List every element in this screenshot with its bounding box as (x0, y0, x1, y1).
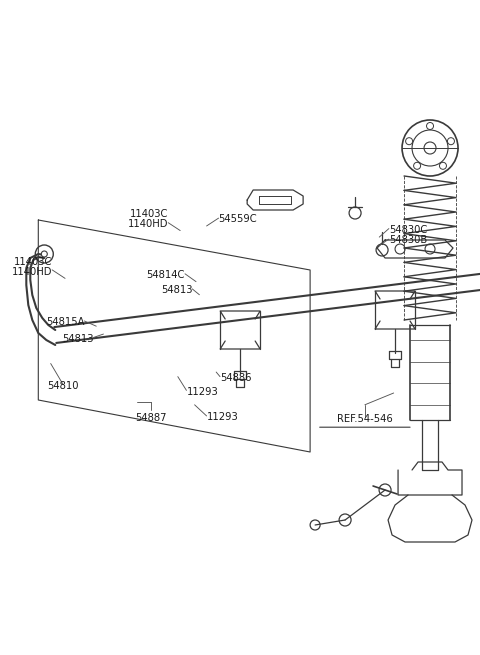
Text: 54813: 54813 (161, 285, 192, 295)
Text: 11293: 11293 (206, 412, 239, 422)
Text: 54810: 54810 (47, 381, 78, 392)
Text: 54813: 54813 (62, 333, 94, 344)
Text: 54887: 54887 (136, 413, 167, 422)
Text: REF.54-546: REF.54-546 (337, 414, 393, 424)
Text: 11403C: 11403C (14, 257, 52, 267)
Text: 54559C: 54559C (218, 214, 257, 225)
Text: 11403C: 11403C (130, 208, 168, 219)
Text: 54814C: 54814C (146, 270, 185, 280)
Text: 1140HD: 1140HD (128, 219, 168, 229)
Text: 11293: 11293 (186, 386, 218, 397)
Text: 54886: 54886 (220, 373, 252, 383)
Text: 54830C: 54830C (389, 225, 427, 235)
Text: 1140HD: 1140HD (12, 267, 52, 277)
Circle shape (41, 251, 48, 257)
Text: 54815A: 54815A (46, 317, 84, 328)
Text: 54830B: 54830B (389, 235, 427, 246)
